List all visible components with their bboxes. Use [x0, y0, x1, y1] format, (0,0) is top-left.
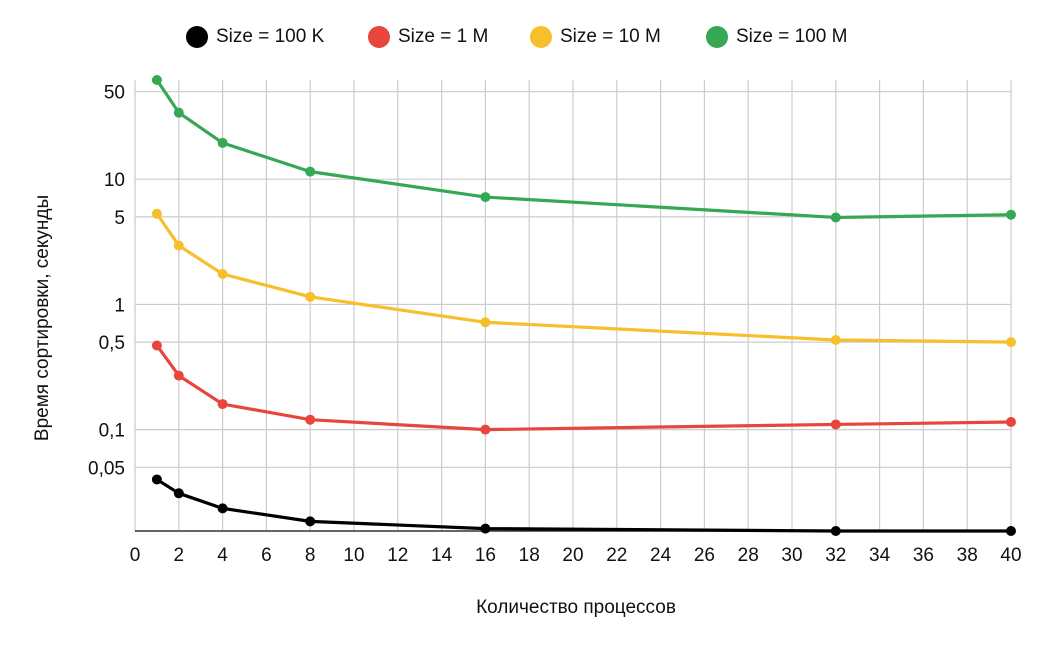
data-point [830, 419, 841, 430]
x-tick-label: 30 [781, 545, 802, 566]
data-point [151, 75, 162, 85]
x-tick-label: 34 [869, 545, 891, 566]
x-tick-label: 28 [738, 545, 759, 566]
data-point [830, 526, 841, 536]
series-line [155, 78, 1013, 220]
legend: Size = 100 K Size = 1 M Size = 10 M Size… [0, 26, 1047, 56]
data-point [1006, 417, 1016, 428]
x-tick-label: 36 [913, 545, 934, 566]
x-tick-label: 16 [475, 545, 496, 566]
data-point [830, 212, 841, 223]
legend-swatch-100m [706, 26, 728, 48]
legend-item-1m[interactable]: Size = 1 M [368, 26, 488, 48]
data-point [305, 414, 316, 425]
legend-item-10m[interactable]: Size = 10 M [530, 26, 661, 48]
data-point [173, 370, 184, 381]
data-point [173, 240, 184, 251]
x-tick-label: 6 [261, 545, 272, 566]
y-tick-label: 10 [104, 170, 125, 191]
legend-swatch-10m [530, 26, 552, 48]
series-layer [151, 75, 1016, 536]
x-tick-label: 22 [606, 545, 627, 566]
legend-swatch-100k [186, 26, 208, 48]
data-point [480, 523, 491, 534]
series-line [155, 477, 1013, 533]
data-point [830, 334, 841, 345]
data-point [480, 192, 491, 203]
legend-label-100m: Size = 100 M [736, 26, 848, 47]
x-tick-label: 0 [130, 545, 141, 566]
data-point [1006, 209, 1016, 220]
data-point [217, 399, 228, 410]
y-tick-label: 0,5 [99, 333, 125, 354]
x-tick-label: 10 [343, 545, 364, 566]
tick-labels: 0 2 4 6 8 10 12 14 16 18 20 22 24 26 28 30 32 34 36 38 400,0… [88, 83, 1022, 566]
data-point [173, 488, 184, 499]
data-point [480, 317, 491, 328]
data-point [305, 516, 316, 527]
data-point [305, 291, 316, 302]
x-tick-label: 26 [694, 545, 715, 566]
legend-item-100k[interactable]: Size = 100 K [186, 26, 324, 48]
x-tick-label: 38 [957, 545, 978, 566]
x-tick-label: 4 [217, 545, 228, 566]
legend-label-1m: Size = 1 M [398, 26, 489, 47]
data-point [151, 208, 162, 219]
x-tick-label: 20 [562, 545, 583, 566]
y-tick-label: 5 [114, 208, 125, 229]
legend-label-100k: Size = 100 K [216, 26, 325, 47]
data-point [173, 107, 184, 118]
data-point [1006, 526, 1016, 536]
legend-label-10m: Size = 10 M [560, 26, 661, 47]
x-tick-label: 40 [1000, 545, 1021, 566]
series-line [155, 212, 1013, 344]
y-tick-label: 1 [114, 295, 125, 316]
y-tick-label: 50 [104, 83, 125, 104]
data-point [1006, 337, 1016, 348]
x-tick-label: 8 [305, 545, 316, 566]
x-tick-label: 14 [431, 545, 453, 566]
data-point [151, 340, 162, 351]
x-axis-title: Количество процессов [476, 597, 676, 618]
data-point [217, 268, 228, 279]
series-line [155, 343, 1013, 432]
data-point [480, 424, 491, 435]
data-point [217, 137, 228, 148]
x-tick-label: 32 [825, 545, 846, 566]
data-point [217, 503, 228, 514]
y-tick-label: 0,05 [88, 458, 125, 479]
x-tick-label: 18 [519, 545, 540, 566]
y-tick-label: 0,1 [99, 421, 125, 442]
x-tick-label: 24 [650, 545, 672, 566]
x-tick-label: 12 [387, 545, 408, 566]
data-point [151, 474, 162, 485]
legend-item-100m[interactable]: Size = 100 M [706, 26, 847, 48]
legend-swatch-1m [368, 26, 390, 48]
y-axis-title: Время сортировки, секунды [32, 195, 53, 441]
x-tick-label: 2 [174, 545, 185, 566]
grid [134, 80, 1012, 532]
data-point [305, 166, 316, 177]
